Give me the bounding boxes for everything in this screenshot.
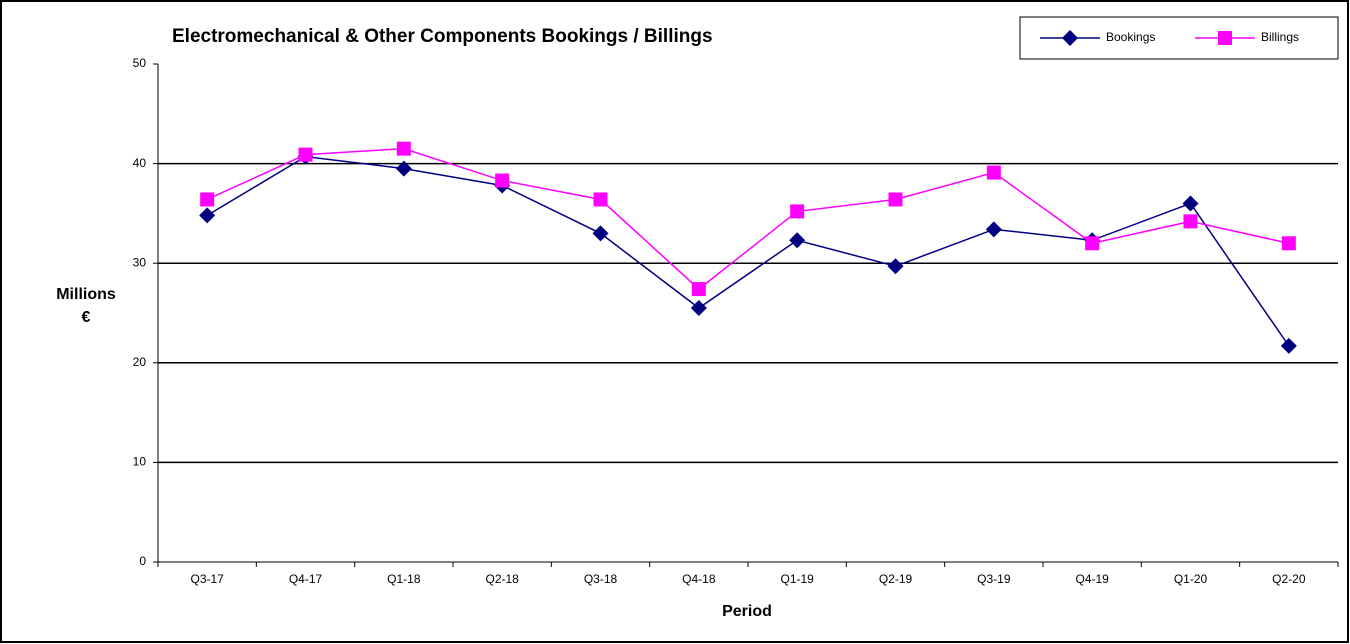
x-tick-label: Q2-19 [879,572,913,586]
chart-title: Electromechanical & Other Components Boo… [172,26,713,47]
marker [691,282,706,297]
marker [1280,337,1297,354]
x-tick-label: Q3-18 [584,572,618,586]
x-tick-label: Q3-17 [190,572,224,586]
marker [986,165,1001,180]
legend-label: Bookings [1106,30,1155,44]
x-tick-label: Q4-17 [289,572,323,586]
marker [298,147,313,162]
marker [396,141,411,156]
x-tick-label: Q2-18 [485,572,519,586]
x-axis-label: Period [722,603,772,620]
marker [395,160,412,177]
marker [690,300,707,317]
marker [1062,30,1078,46]
marker [1085,236,1100,251]
y-tick-label: 20 [133,355,147,369]
marker [1218,31,1232,45]
marker [985,221,1002,238]
marker [887,258,904,275]
marker [789,232,806,249]
series-line [206,155,1290,347]
x-tick-label: Q2-20 [1272,572,1306,586]
x-tick-label: Q4-19 [1075,572,1109,586]
marker [1182,195,1199,212]
x-tick-label: Q1-19 [780,572,814,586]
x-tick-label: Q3-19 [977,572,1011,586]
series-line [206,147,1289,291]
y-tick-label: 10 [133,455,147,469]
x-tick-label: Q4-18 [682,572,716,586]
y-tick-label: 0 [139,554,146,568]
x-tick-label: Q1-20 [1174,572,1208,586]
y-axis-label: Millions [56,286,116,303]
marker [593,192,608,207]
marker [199,207,216,224]
marker [1183,214,1198,229]
marker [1281,236,1296,251]
y-tick-label: 40 [133,156,147,170]
marker [888,192,903,207]
x-tick-label: Q1-18 [387,572,421,586]
marker [495,173,510,188]
legend-label: Billings [1261,30,1299,44]
marker [200,192,215,207]
y-tick-label: 30 [133,255,147,269]
marker [592,225,609,242]
y-axis-label: € [82,309,91,326]
y-tick-label: 50 [133,56,147,70]
marker [790,204,805,219]
